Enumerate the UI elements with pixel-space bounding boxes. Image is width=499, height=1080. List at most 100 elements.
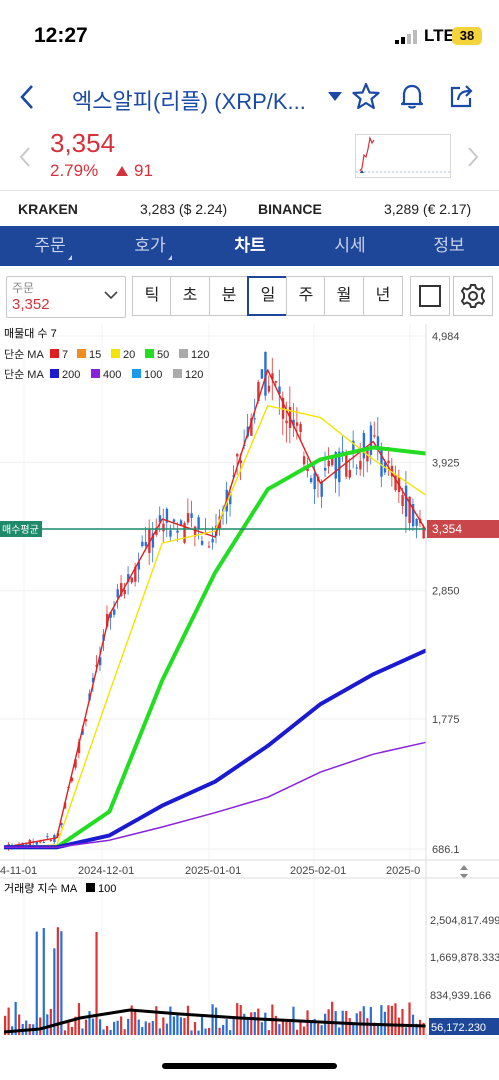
candle-body [327,460,330,467]
volume-bar [169,1006,172,1035]
drawing-tool-button[interactable] [410,276,450,316]
period-second-button[interactable]: 초 [170,276,210,316]
current-price-tag-text: 3,354 [432,522,462,536]
scroll-up-icon[interactable] [460,865,468,870]
y-tick-label: 4,984 [432,331,460,343]
volume-bar [46,1014,49,1035]
tab-order[interactable]: 주문 [0,226,100,266]
candle-body [257,382,260,402]
tab-info[interactable]: 정보 [399,226,499,266]
candle-body [35,841,39,845]
volume-bar [165,1023,168,1035]
candle-body [162,523,165,532]
exchange-value-binance: 3,289 (€ 2.17) [384,201,472,217]
tab-market[interactable]: 시세 [300,226,400,266]
chevron-left-icon[interactable] [18,146,32,168]
candle-body [334,452,337,479]
volume-bar [98,1019,102,1035]
candle-body [274,381,278,383]
volume-bar [229,1030,232,1035]
candle-body [134,566,137,582]
volume-bar [109,1029,112,1035]
volume-bar [404,1027,408,1035]
volume-bar [295,1029,299,1035]
volume-bar [380,1005,383,1035]
period-week-button[interactable]: 주 [286,276,326,316]
candle-body [151,533,155,548]
tab-orderbook[interactable]: 호가 [100,226,200,266]
candle-body [77,742,81,754]
volume-bar [186,1005,190,1035]
share-icon[interactable] [448,82,476,110]
volume-bar [84,1019,88,1035]
x-tick-label: 2024-12-01 [78,865,134,877]
scroll-down-icon[interactable] [460,874,468,879]
volume-bar [316,1023,320,1035]
candle-body [331,455,334,466]
candle-body [267,385,271,392]
candle-body [193,526,197,537]
candle-body [260,369,264,379]
volume-tick-label: 1,669,878.333 [430,952,499,964]
candle-body [324,467,327,471]
candle-body [239,460,243,464]
gear-icon [460,284,486,308]
volume-bar [278,1024,281,1035]
settings-button[interactable] [453,276,493,316]
price-chart[interactable]: 매물대 수 7 단순 MA 7 15 20 50 120 단순 MA 200 400 100 12… [0,324,499,1064]
square-icon [419,285,441,307]
volume-bar [123,1029,126,1035]
candle-body [74,759,77,768]
volume-bar [88,1011,91,1035]
period-day-button[interactable]: 일 [247,276,289,316]
period-tick-button[interactable]: 틱 [132,276,172,316]
back-icon[interactable] [16,82,40,112]
candle-body [411,504,415,527]
current-price: 3,354 [50,128,116,158]
volume-bar [387,1005,390,1035]
tab-chart[interactable]: 차트 [200,226,300,266]
chevron-right-icon[interactable] [466,146,480,168]
volume-bar [260,1022,263,1035]
star-icon[interactable] [352,82,380,110]
bell-icon[interactable] [398,82,426,110]
page-title[interactable]: 엑스알피(리플) (XRP/K... [72,89,306,114]
volume-bar [299,1019,302,1035]
volume-bar [155,1006,158,1035]
period-month-button[interactable]: 월 [324,276,364,316]
volume-profile-label: 매물대 수 7 [4,327,57,340]
volume-bar [35,931,38,1035]
volume-bar [352,1022,355,1035]
candle-body [359,460,362,470]
ma-swatch [179,349,188,358]
exchange-name-kraken: KRAKEN [18,201,78,217]
x-tick-label: 2025-02-01 [290,865,346,877]
volume-bar [193,1022,197,1035]
volume-bar [70,1026,74,1035]
order-select[interactable] [6,276,126,318]
ma-period-label: 400 [103,369,121,381]
tab-label: 차트 [234,236,266,255]
dropdown-icon[interactable] [328,92,342,102]
volume-bar [422,1022,425,1035]
volume-bar [67,1022,70,1035]
candle-body [348,469,352,478]
candle-body [127,574,130,583]
period-year-button[interactable]: 년 [363,276,403,316]
candle-body [144,541,148,547]
candle-body [271,373,274,380]
candle-body [306,466,309,472]
volume-bar [267,1030,270,1035]
status-time: 12:27 [34,24,88,47]
volume-bar [176,1013,179,1035]
exchange-value-kraken: 3,283 ($ 2.24) [140,201,228,217]
candle-body [355,467,359,469]
candle-body [352,440,355,454]
volume-bar [53,948,56,1035]
y-axis: 4,984 3,925 2,850 1,775 686.1 [432,331,460,856]
mini-chart[interactable] [355,134,451,178]
period-minute-button[interactable]: 분 [209,276,249,316]
tab-label: 시세 [334,236,366,255]
volume-bar [338,1027,341,1035]
ma-line [3,369,427,848]
